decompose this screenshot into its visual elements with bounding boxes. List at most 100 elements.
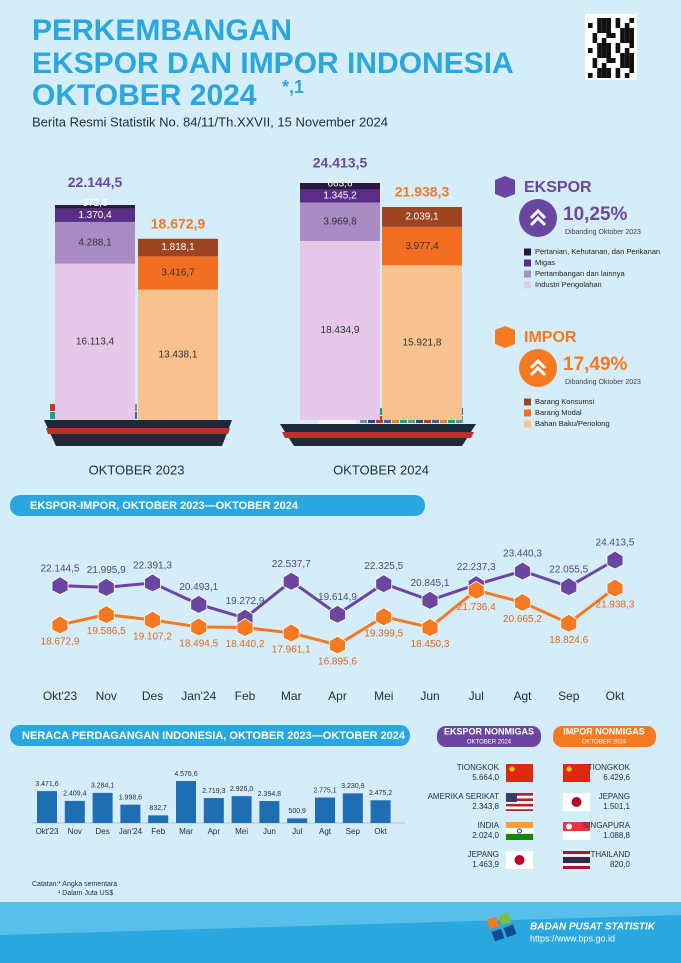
qr-cell bbox=[606, 68, 611, 73]
marker bbox=[236, 618, 254, 637]
bar-segment bbox=[382, 265, 462, 420]
marker bbox=[606, 578, 624, 598]
segment-label: 3.977,4 bbox=[405, 241, 439, 252]
change-note: Dibanding Oktober 2023 bbox=[565, 229, 641, 236]
legend-label: Barang Konsumsi bbox=[535, 397, 595, 406]
legend-swatch bbox=[524, 409, 531, 417]
qr-cell bbox=[601, 38, 607, 43]
flag-moon bbox=[566, 823, 572, 830]
data-label: 16.895,6 bbox=[318, 657, 357, 668]
qr-cell bbox=[597, 18, 602, 23]
bar-segment bbox=[55, 208, 135, 222]
bar-segment bbox=[55, 205, 135, 209]
legend-swatch bbox=[524, 281, 531, 289]
qr-cell bbox=[606, 58, 611, 63]
x-tick-label: Jun bbox=[263, 827, 276, 836]
x-tick-label: Sep bbox=[558, 689, 580, 703]
partner-title: IMPOR NONMIGAS bbox=[563, 726, 645, 736]
qr-cell bbox=[615, 18, 621, 23]
marker bbox=[375, 607, 393, 627]
segment-label: 2.039,1 bbox=[405, 212, 439, 223]
data-label: 23.440,3 bbox=[503, 549, 542, 560]
qr-cell bbox=[597, 23, 602, 28]
data-label: 2.394,8 bbox=[258, 791, 281, 798]
marker bbox=[329, 635, 346, 655]
marker bbox=[51, 615, 69, 635]
segment-label: 3.416,7 bbox=[161, 268, 195, 279]
bar bbox=[203, 798, 224, 823]
flag-stripe bbox=[506, 833, 533, 840]
qr-cell bbox=[606, 73, 611, 78]
x-tick-label: Feb bbox=[235, 689, 256, 703]
footer-org: BADAN PUSAT STATISTIK bbox=[530, 922, 656, 933]
qr-cell bbox=[615, 48, 621, 53]
qr-cell bbox=[601, 63, 607, 68]
legend-swatch bbox=[524, 420, 531, 428]
partner-country: THAILAND bbox=[590, 850, 630, 859]
qr-cell bbox=[601, 53, 607, 58]
data-label: 1.998,6 bbox=[119, 795, 142, 802]
marker bbox=[375, 574, 393, 594]
x-tick-label: Agt bbox=[513, 689, 532, 703]
total-label: 18.672,9 bbox=[151, 215, 206, 231]
note: * Angka sementara bbox=[58, 881, 117, 888]
qr-cell bbox=[601, 48, 607, 53]
x-tick-label: Agt bbox=[319, 827, 332, 836]
partner-title: EKSPOR NONMIGAS bbox=[444, 726, 534, 736]
qr-cell bbox=[629, 63, 634, 68]
bar bbox=[231, 796, 252, 823]
x-tick-label: Mar bbox=[179, 827, 193, 836]
segment-label: 15.921,8 bbox=[403, 337, 442, 348]
qr-cell bbox=[597, 28, 602, 33]
data-label: 19.399,5 bbox=[364, 628, 403, 639]
partner-country: JEPANG bbox=[468, 850, 499, 859]
bar-segment bbox=[55, 221, 135, 264]
data-label: 2.719,3 bbox=[202, 788, 225, 795]
logo-block bbox=[486, 916, 500, 930]
segment-label: 663,6 bbox=[327, 179, 352, 190]
total-label: 22.144,5 bbox=[68, 174, 123, 190]
marker bbox=[606, 550, 624, 570]
qr-cell bbox=[588, 23, 593, 28]
qr-cell bbox=[597, 48, 602, 53]
partner-country: INDIA bbox=[478, 821, 500, 830]
flag-stripe bbox=[506, 795, 533, 799]
data-label: 20.665,2 bbox=[503, 614, 542, 625]
qr-cell bbox=[611, 58, 616, 63]
segment-label: 3.969,8 bbox=[323, 216, 357, 227]
data-label: 4.576,6 bbox=[174, 771, 197, 778]
qr-cell bbox=[624, 23, 630, 28]
data-label: 17.961,1 bbox=[272, 645, 311, 656]
data-label: 20.845,1 bbox=[411, 578, 450, 589]
qr-cell bbox=[629, 28, 634, 33]
legend-label: Industri Pengolahan bbox=[535, 280, 602, 289]
legend-label: Pertanian, Kehutanan, dan Perikanan bbox=[535, 247, 660, 256]
flag-stripe bbox=[563, 856, 590, 864]
bar-segment bbox=[138, 256, 218, 290]
marker bbox=[144, 610, 161, 630]
panel-title: IMPOR bbox=[524, 329, 577, 346]
marker bbox=[421, 590, 439, 610]
marker bbox=[421, 617, 439, 637]
qr-cell bbox=[601, 23, 607, 28]
legend-swatch bbox=[524, 248, 531, 256]
marker bbox=[190, 594, 208, 614]
x-tick-label: Mar bbox=[281, 689, 302, 703]
title-line: EKSPOR DAN IMPOR INDONESIA bbox=[32, 47, 514, 80]
qr-cell bbox=[615, 43, 621, 48]
data-label: 22.237,3 bbox=[457, 562, 496, 573]
flag-stripe bbox=[506, 806, 533, 810]
x-tick-label: Okt bbox=[606, 689, 625, 703]
bar bbox=[287, 818, 308, 823]
qr-cell bbox=[624, 33, 630, 38]
data-label: 2.409,4 bbox=[63, 791, 86, 798]
marker bbox=[514, 561, 531, 581]
bar-segment bbox=[55, 263, 135, 420]
qr-cell bbox=[624, 38, 630, 43]
qr-cell bbox=[615, 23, 621, 28]
qr-cell bbox=[606, 28, 611, 33]
partner-subtitle: OKTOBER 2024 bbox=[467, 740, 512, 746]
flag-stripe bbox=[506, 764, 533, 782]
x-tick-label: Mei bbox=[235, 827, 248, 836]
partner-pill bbox=[437, 726, 541, 747]
